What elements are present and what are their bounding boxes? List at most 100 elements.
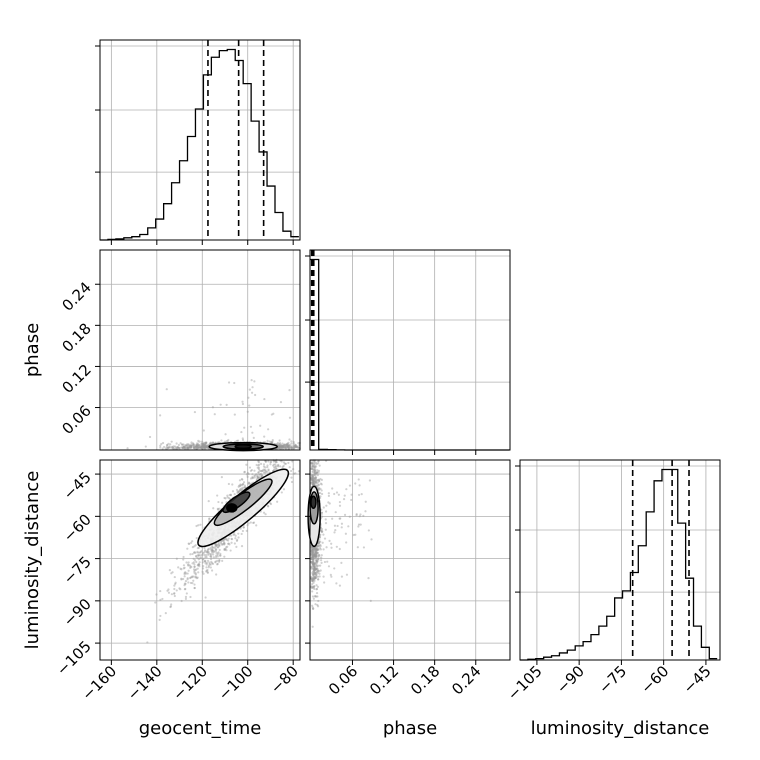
scatter-point [245,529,248,532]
scatter-point [274,465,277,469]
scatter-point [312,549,315,552]
scatter-point [280,460,283,463]
xtick-label-geocent-time: −140 [124,662,166,704]
scatter-point [197,546,201,549]
scatter-point [198,561,201,564]
scatter-point [247,481,251,484]
scatter-point [350,498,353,502]
scatter-point [166,444,169,447]
scatter-point [206,549,209,552]
scatter-point [260,470,263,473]
scatter-point [316,481,319,484]
scatter-point [293,445,296,448]
scatter-point [335,491,339,494]
scatter-point [318,572,321,575]
scatter-point [316,560,319,563]
scatter-point [317,569,320,572]
scatter-point [320,529,323,532]
scatter-point [314,577,317,580]
scatter-point [348,515,351,518]
scatter-point [291,460,294,463]
scatter-point [279,445,282,448]
scatter-point [192,442,195,446]
scatter-point [278,445,281,448]
scatter-point [262,463,266,466]
scatter-point [236,491,239,494]
scatter-point [218,548,221,552]
scatter-point [276,464,280,467]
scatter-point [180,577,183,580]
scatter-point [344,532,347,535]
scatter-point [211,549,214,552]
scatter-point [201,447,204,450]
scatter-point [204,444,207,447]
scatter-point [201,446,204,450]
scatter-point [201,444,204,447]
scatter-point [218,544,221,548]
scatter-point [176,446,179,449]
scatter-point [168,445,171,448]
scatter-point [241,437,244,440]
scatter-point [311,552,314,556]
scatter-point [256,475,259,478]
scatter-point [288,445,291,448]
scatter-point [188,445,192,448]
scatter-point [193,586,196,590]
scatter-point [196,547,199,550]
scatter-point [325,504,328,507]
scatter-point [286,445,290,448]
scatter-point [315,548,318,551]
scatter-point [220,476,223,479]
scatter-point [313,479,316,483]
scatter-point [318,546,322,550]
scatter-point [203,553,206,557]
scatter-point [315,587,319,591]
scatter-point [183,447,186,450]
scatter-point [204,446,207,449]
scatter-point [206,571,209,575]
scatter-point [315,552,318,555]
scatter-point [311,550,314,554]
scatter-point [197,564,200,567]
scatter-point [310,552,313,555]
scatter-point [270,460,273,463]
scatter-point [359,523,362,526]
scatter-point [222,538,226,541]
scatter-point [189,576,192,579]
scatter-point [194,544,197,547]
scatter-point [223,548,226,551]
scatter-point [312,570,315,573]
scatter-point [315,545,318,549]
scatter-point [311,563,314,566]
scatter-point [211,551,214,554]
scatter-point [316,548,319,551]
scatter-point [318,536,321,539]
scatter-point [251,476,255,479]
scatter-point [192,446,196,450]
scatter-point [270,413,273,416]
scatter-point [311,464,314,467]
scatter-point [195,447,199,450]
scatter-point [289,445,292,449]
histogram-geocent-time [100,48,299,241]
scatter-point [313,562,316,565]
scatter-point [312,481,315,484]
scatter-point [276,500,279,503]
scatter-point [208,442,211,445]
scatter-point [312,571,316,574]
scatter-point [190,443,193,446]
scatter-point [183,582,187,585]
scatter-point [212,551,215,554]
scatter-point [313,576,316,579]
scatter-point [260,474,263,478]
scatter-point [169,605,172,609]
scatter-point [235,539,239,542]
scatter-point [227,537,230,540]
scatter-point [319,533,322,536]
scatter-point [311,480,314,483]
scatter-point [313,565,316,569]
scatter-point [195,445,198,448]
scatter-point [175,557,178,560]
scatter-point [187,446,190,449]
scatter-point [313,470,317,473]
